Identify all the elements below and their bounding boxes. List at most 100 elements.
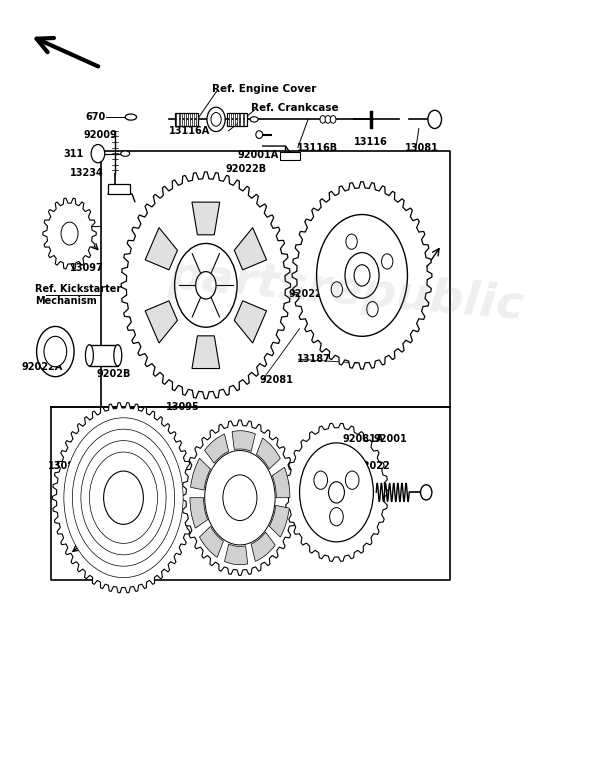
Polygon shape — [182, 420, 298, 575]
Bar — [280, 152, 299, 160]
Polygon shape — [145, 228, 178, 270]
Text: partsrepublic: partsrepublic — [166, 253, 526, 329]
Wedge shape — [199, 526, 223, 558]
Text: Ref. Engine Cover: Ref. Engine Cover — [212, 84, 316, 94]
Circle shape — [382, 254, 393, 269]
Text: 13116B: 13116B — [297, 143, 338, 153]
Circle shape — [346, 234, 357, 249]
Circle shape — [104, 471, 143, 524]
Polygon shape — [145, 301, 178, 343]
Circle shape — [329, 482, 344, 503]
Bar — [89, 345, 118, 366]
Polygon shape — [234, 228, 266, 270]
Circle shape — [196, 272, 216, 299]
Circle shape — [314, 471, 328, 489]
Circle shape — [175, 244, 237, 327]
Ellipse shape — [121, 151, 130, 157]
Bar — [188, 112, 190, 126]
Ellipse shape — [85, 345, 94, 366]
Circle shape — [325, 115, 331, 123]
Wedge shape — [251, 533, 275, 562]
Text: Mechanism: Mechanism — [35, 296, 97, 306]
Text: 13088: 13088 — [220, 526, 254, 536]
Ellipse shape — [114, 345, 122, 366]
Circle shape — [317, 215, 407, 336]
Text: Ref. Crankcase: Ref. Crankcase — [251, 103, 339, 113]
Circle shape — [367, 302, 378, 317]
Bar — [192, 112, 194, 126]
Bar — [241, 112, 243, 126]
Text: 13097: 13097 — [70, 263, 103, 273]
Circle shape — [91, 144, 105, 163]
Polygon shape — [43, 198, 96, 269]
Bar — [227, 112, 247, 126]
Circle shape — [207, 107, 225, 131]
Text: 9202B: 9202B — [97, 369, 131, 380]
Polygon shape — [234, 301, 266, 343]
Circle shape — [331, 282, 343, 297]
Bar — [180, 112, 182, 126]
Circle shape — [421, 485, 432, 500]
Wedge shape — [205, 434, 229, 463]
Text: 13088: 13088 — [48, 461, 82, 471]
Bar — [175, 112, 198, 126]
Bar — [236, 112, 239, 126]
Wedge shape — [272, 468, 290, 497]
Circle shape — [44, 336, 67, 367]
Bar — [244, 112, 247, 126]
Polygon shape — [292, 182, 432, 369]
Ellipse shape — [125, 114, 137, 120]
Circle shape — [64, 418, 183, 578]
Text: 311: 311 — [64, 149, 84, 159]
Circle shape — [428, 110, 442, 128]
Circle shape — [61, 222, 78, 245]
Bar — [176, 112, 179, 126]
Circle shape — [211, 112, 221, 126]
Text: 13081: 13081 — [404, 143, 439, 153]
Circle shape — [320, 115, 326, 123]
Polygon shape — [53, 403, 194, 593]
Circle shape — [89, 452, 158, 543]
Bar — [108, 184, 130, 194]
Circle shape — [37, 326, 74, 377]
Circle shape — [346, 471, 359, 489]
Wedge shape — [224, 544, 248, 565]
Text: 92081A: 92081A — [342, 434, 383, 444]
Circle shape — [345, 253, 379, 298]
Ellipse shape — [256, 131, 263, 138]
Wedge shape — [190, 497, 208, 528]
Text: 92081: 92081 — [260, 374, 293, 385]
Text: 13116A: 13116A — [169, 126, 210, 136]
Bar — [196, 112, 198, 126]
Polygon shape — [121, 172, 290, 399]
Text: 92022A: 92022A — [288, 290, 329, 299]
Text: 92009: 92009 — [84, 130, 118, 140]
Circle shape — [81, 441, 166, 555]
Wedge shape — [269, 505, 289, 537]
Ellipse shape — [250, 117, 258, 122]
Wedge shape — [232, 431, 256, 452]
Circle shape — [299, 443, 373, 542]
Polygon shape — [285, 423, 388, 562]
Text: 670: 670 — [85, 112, 106, 122]
Bar — [229, 112, 231, 126]
Polygon shape — [192, 202, 220, 235]
Text: Ref. Kickstarter: Ref. Kickstarter — [35, 284, 122, 294]
Text: 92081: 92081 — [84, 447, 118, 457]
Text: 13187: 13187 — [297, 354, 331, 364]
Text: 92022: 92022 — [356, 461, 390, 471]
Text: 13089: 13089 — [115, 438, 149, 448]
Wedge shape — [191, 458, 211, 490]
Bar — [233, 112, 235, 126]
Bar — [184, 112, 187, 126]
Text: 13087: 13087 — [337, 301, 370, 311]
Circle shape — [330, 115, 336, 123]
Text: 92001: 92001 — [373, 434, 407, 444]
Text: 13095: 13095 — [166, 402, 200, 412]
Circle shape — [354, 265, 370, 286]
Polygon shape — [192, 336, 220, 368]
Text: 13234: 13234 — [70, 167, 103, 178]
Text: 92022B: 92022B — [226, 163, 267, 174]
Circle shape — [73, 429, 175, 566]
Circle shape — [329, 507, 343, 526]
